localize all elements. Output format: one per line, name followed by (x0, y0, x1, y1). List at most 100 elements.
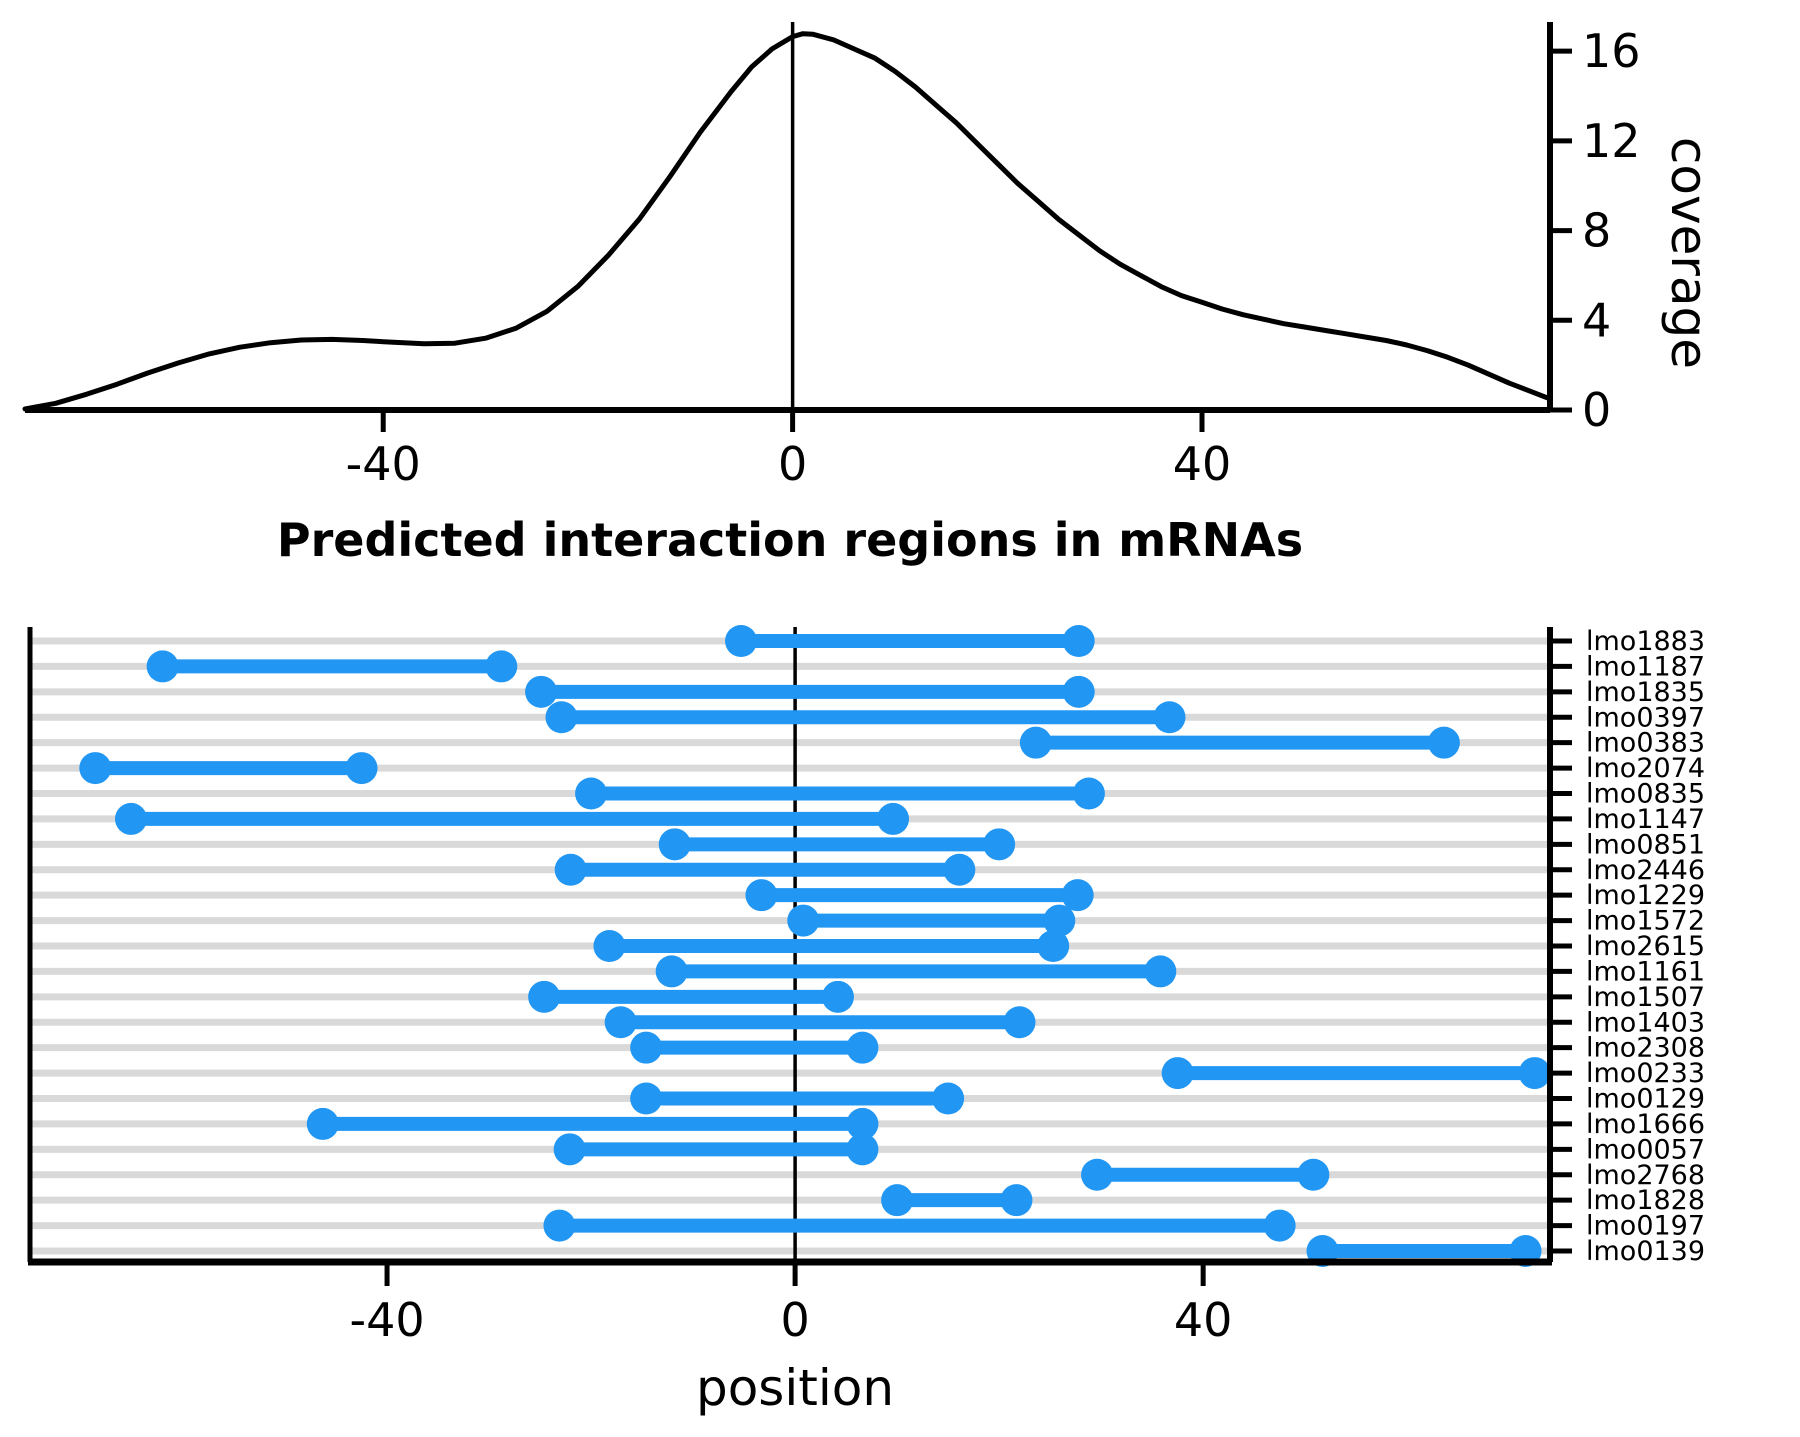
segment-end-dot-lmo1229 (1061, 879, 1094, 912)
gene-label-lmo0197: lmo0197 (1586, 1211, 1705, 1242)
segment-end-dot-lmo0057 (846, 1133, 879, 1166)
segment-start-dot-lmo0835 (575, 777, 608, 810)
segment-lmo0397 (545, 701, 1186, 734)
segment-end-dot-lmo0835 (1072, 777, 1105, 810)
segment-end-dot-lmo1883 (1062, 625, 1095, 657)
segment-start-dot-lmo0057 (553, 1133, 586, 1166)
bottom-x-tick-label-0: 0 (780, 1293, 809, 1347)
segment-lmo1666 (306, 1107, 879, 1140)
gene-label-lmo1835: lmo1835 (1586, 677, 1705, 708)
segment-start-dot-lmo2308 (630, 1031, 663, 1064)
segment-end-dot-lmo1147 (877, 802, 910, 835)
segment-start-dot-lmo1572 (787, 904, 820, 937)
coverage-density-panel: -40 0 40 0 4 8 12 16 (22, 22, 1641, 491)
gene-label-lmo1507: lmo1507 (1586, 982, 1705, 1013)
segment-start-dot-lmo0233 (1161, 1057, 1194, 1090)
segment-end-dot-lmo1828 (1000, 1184, 1033, 1217)
gene-label-lmo2074: lmo2074 (1586, 753, 1705, 784)
top-x-tick-label-0: 0 (778, 437, 807, 491)
segment-lmo0233 (1161, 1057, 1551, 1090)
top-y-tick-label-4: 4 (1582, 293, 1611, 347)
gene-label-lmo1161: lmo1161 (1586, 956, 1705, 987)
segment-start-dot-lmo0383 (1019, 726, 1052, 759)
segment-end-dot-lmo2768 (1297, 1158, 1330, 1191)
segment-start-dot-lmo1507 (528, 980, 561, 1013)
segment-end-dot-lmo1187 (485, 650, 518, 683)
segment-start-dot-lmo1187 (146, 650, 179, 683)
segment-end-dot-lmo0197 (1263, 1209, 1296, 1242)
gene-label-lmo2615: lmo2615 (1586, 931, 1705, 962)
segment-lmo1572 (787, 904, 1076, 937)
gene-label-lmo2308: lmo2308 (1586, 1033, 1705, 1064)
chart-title: Predicted interaction regions in mRNAs (277, 513, 1303, 567)
segment-start-dot-lmo2615 (593, 930, 626, 962)
gene-label-lmo2446: lmo2446 (1586, 855, 1705, 886)
segment-lmo1161 (655, 955, 1177, 988)
gene-label-lmo1403: lmo1403 (1586, 1007, 1705, 1038)
segment-end-dot-lmo2615 (1037, 930, 1070, 962)
interaction-regions-panel: -40 0 40 lmo1883lmo1187lmo1835lmo0397lmo038… (27, 625, 1705, 1347)
segment-start-dot-lmo1835 (525, 675, 558, 708)
gene-label-lmo0057: lmo0057 (1586, 1134, 1705, 1165)
gene-label-lmo1229: lmo1229 (1586, 880, 1705, 911)
segment-start-dot-lmo1828 (881, 1184, 914, 1217)
top-x-tick-label-40: 40 (1173, 437, 1232, 491)
gene-label-lmo0835: lmo0835 (1586, 779, 1705, 810)
segment-lmo0383 (1019, 726, 1460, 759)
top-y-tick-label-8: 8 (1582, 204, 1611, 258)
segment-lmo1229 (745, 879, 1094, 912)
segment-lmo1507 (528, 980, 854, 1013)
top-y-tick-label-0: 0 (1582, 383, 1611, 437)
segment-lmo0197 (543, 1209, 1296, 1242)
segment-start-dot-lmo1666 (306, 1107, 339, 1140)
segment-lmo1403 (604, 1006, 1036, 1039)
gene-label-lmo2768: lmo2768 (1586, 1160, 1705, 1191)
gene-label-lmo1147: lmo1147 (1586, 804, 1705, 835)
segment-lmo1883 (725, 625, 1095, 657)
segment-start-dot-lmo2446 (554, 853, 587, 886)
gene-label-lmo1572: lmo1572 (1586, 906, 1705, 937)
segment-end-dot-lmo0851 (983, 828, 1016, 861)
segment-start-dot-lmo1147 (114, 802, 147, 835)
segment-start-dot-lmo1883 (725, 625, 758, 657)
segment-lmo1828 (881, 1184, 1033, 1217)
gene-label-lmo0139: lmo0139 (1586, 1236, 1705, 1267)
segment-start-dot-lmo1403 (604, 1006, 637, 1039)
gene-label-lmo0233: lmo0233 (1586, 1058, 1705, 1089)
segment-lmo0835 (575, 777, 1105, 810)
segment-end-dot-lmo1507 (821, 980, 854, 1013)
segment-end-dot-lmo1572 (1043, 904, 1076, 937)
segment-end-dot-lmo0233 (1518, 1057, 1551, 1090)
gene-label-lmo1828: lmo1828 (1586, 1185, 1705, 1216)
segment-start-dot-lmo2768 (1081, 1158, 1114, 1191)
segment-end-dot-lmo1666 (846, 1107, 879, 1140)
segment-start-dot-lmo0851 (658, 828, 691, 861)
segment-start-dot-lmo0397 (545, 701, 578, 734)
segment-start-dot-lmo2074 (79, 752, 112, 785)
segment-start-dot-lmo1161 (655, 955, 688, 988)
bottom-x-tick-label--40: -40 (349, 1293, 424, 1347)
segment-start-dot-lmo1229 (745, 879, 778, 912)
top-x-tick-label--40: -40 (346, 437, 421, 491)
gene-label-lmo0851: lmo0851 (1586, 829, 1705, 860)
gene-label-lmo0129: lmo0129 (1586, 1084, 1705, 1115)
gene-label-lmo1666: lmo1666 (1586, 1109, 1705, 1140)
segment-end-dot-lmo0129 (932, 1082, 965, 1115)
segment-end-dot-lmo0383 (1427, 726, 1460, 759)
segment-end-dot-lmo2308 (846, 1031, 879, 1064)
bottom-x-tick-label-40: 40 (1174, 1293, 1233, 1347)
segment-end-dot-lmo2446 (943, 853, 976, 886)
segment-lmo2446 (554, 853, 976, 886)
gene-label-lmo1187: lmo1187 (1586, 651, 1705, 682)
segment-lmo1147 (114, 802, 910, 835)
segment-end-dot-lmo1161 (1144, 955, 1177, 988)
segment-lmo2615 (593, 930, 1070, 962)
top-y-tick-label-16: 16 (1582, 24, 1641, 78)
gene-label-lmo1883: lmo1883 (1586, 626, 1705, 657)
segment-end-dot-lmo0397 (1153, 701, 1186, 734)
segment-start-dot-lmo0129 (630, 1082, 663, 1115)
segment-lmo0057 (553, 1133, 879, 1166)
segment-lmo1835 (525, 675, 1095, 708)
